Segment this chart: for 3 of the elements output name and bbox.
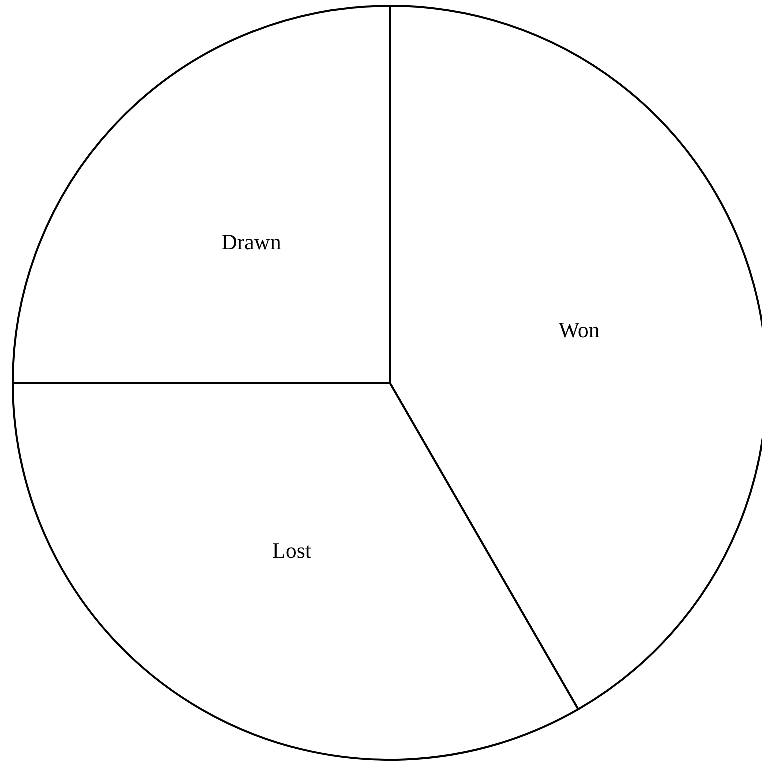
slice-label: Lost [272,538,312,563]
slice-label: Won [558,317,600,342]
slice-label: Drawn [221,229,282,254]
